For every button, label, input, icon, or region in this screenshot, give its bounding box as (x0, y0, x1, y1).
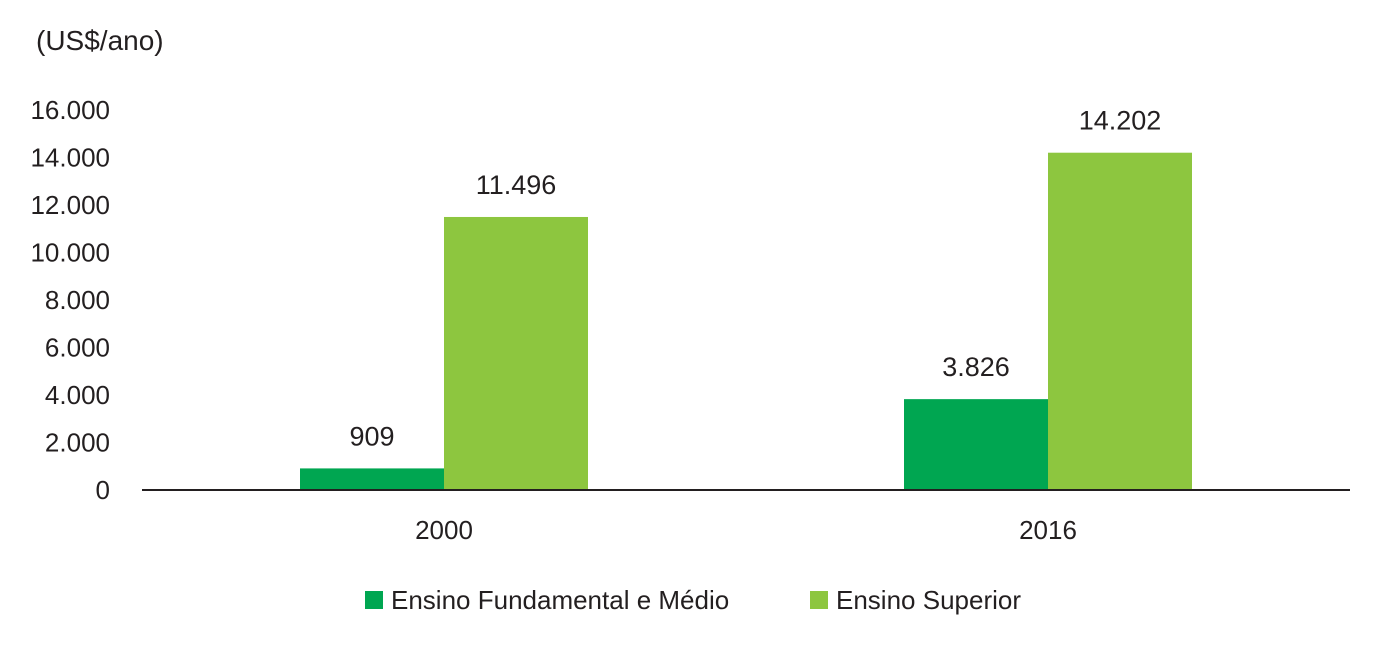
y-tick-label: 8.000 (45, 285, 110, 315)
bars (300, 152, 1192, 490)
bar (904, 399, 1048, 490)
bar-value-label: 909 (349, 421, 394, 451)
legend-label: Ensino Fundamental e Médio (391, 585, 729, 615)
legend-swatch (365, 591, 383, 609)
legend-label: Ensino Superior (836, 585, 1021, 615)
x-axis-ticks: 2000 2016 (415, 515, 1077, 545)
y-tick-label: 14.000 (30, 143, 110, 173)
bar-value-label: 3.826 (942, 352, 1010, 382)
legend: Ensino Fundamental e Médio Ensino Superio… (365, 585, 1021, 615)
bar (1048, 152, 1192, 490)
y-tick-label: 16.000 (30, 95, 110, 125)
bar (444, 216, 588, 490)
y-tick-label: 4.000 (45, 380, 110, 410)
y-axis-ticks: 0 2.000 4.000 6.000 8.000 10.000 12.000 14.000 1… (30, 95, 110, 505)
bar-value-label: 11.496 (476, 170, 557, 200)
y-tick-label: 0 (96, 475, 110, 505)
bar-value-labels: 909 11.496 3.826 14.202 (349, 106, 1161, 452)
x-tick-label: 2000 (415, 515, 473, 545)
legend-swatch (810, 591, 828, 609)
y-tick-label: 10.000 (30, 238, 110, 268)
bar-value-label: 14.202 (1079, 106, 1162, 136)
bar (300, 468, 444, 490)
y-tick-label: 6.000 (45, 333, 110, 363)
x-tick-label: 2016 (1019, 515, 1077, 545)
y-tick-label: 12.000 (30, 190, 110, 220)
y-axis-unit-label: (US$/ano) (36, 25, 164, 56)
y-tick-label: 2.000 (45, 428, 110, 458)
